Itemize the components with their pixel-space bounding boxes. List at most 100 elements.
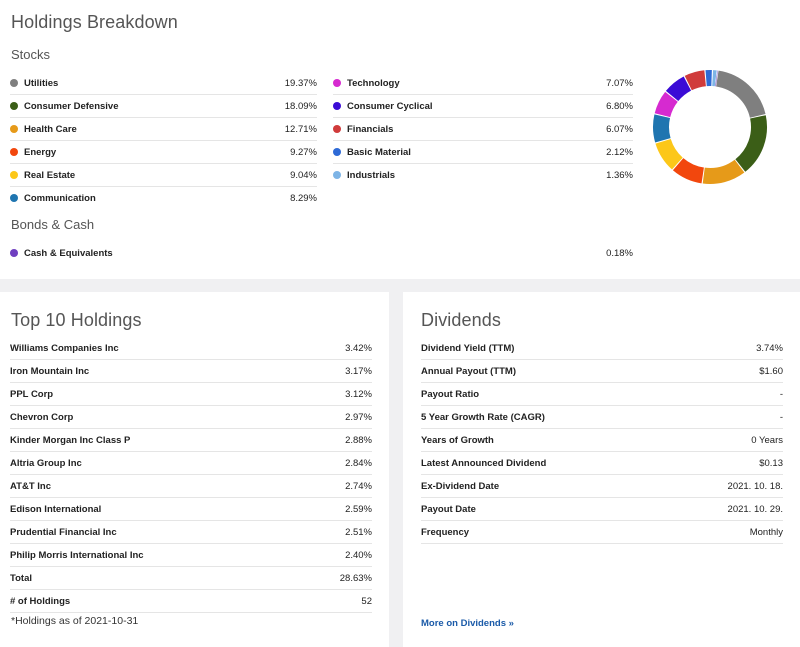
row-value: 3.42% <box>345 343 372 354</box>
more-on-dividends-link[interactable]: More on Dividends » <box>421 618 514 629</box>
top-10-holdings-panel: Top 10 Holdings Williams Companies Inc 3.… <box>0 292 389 647</box>
row-label: Altria Group Inc <box>10 458 82 469</box>
stocks-subtitle: Stocks <box>11 47 51 62</box>
row-label: Kinder Morgan Inc Class P <box>10 435 131 446</box>
donut-slice-real-estate[interactable] <box>655 138 683 170</box>
row-label: PPL Corp <box>10 389 54 400</box>
sector-label: Real Estate <box>24 170 76 181</box>
row-label: Prudential Financial Inc <box>10 527 117 538</box>
donut-slice-consumer-cyclical[interactable] <box>665 76 692 102</box>
sector-label: Technology <box>347 78 400 89</box>
row-label: Dividend Yield (TTM) <box>421 343 515 354</box>
sector-row-consumer-defensive: Consumer Defensive 18.09% <box>10 95 317 118</box>
table-row: Ex-Dividend Date 2021. 10. 18. <box>421 475 783 498</box>
donut-slice-technology[interactable] <box>654 91 678 118</box>
row-label: Payout Date <box>421 504 476 515</box>
table-row: AT&T Inc 2.74% <box>10 475 372 498</box>
sector-row-technology: Technology 7.07% <box>333 72 633 95</box>
sector-label: Industrials <box>347 170 396 181</box>
row-value: 0 Years <box>751 435 783 446</box>
row-label: Philip Morris International Inc <box>10 550 144 561</box>
table-row: Kinder Morgan Inc Class P 2.88% <box>10 429 372 452</box>
sector-row-industrials: Industrials 1.36% <box>333 164 633 187</box>
row-value: 2.97% <box>345 412 372 423</box>
sector-row-real-estate: Real Estate 9.04% <box>10 164 317 187</box>
table-row: Philip Morris International Inc 2.40% <box>10 544 372 567</box>
sector-value: 6.07% <box>606 124 633 135</box>
sector-color-dot <box>10 194 18 202</box>
row-label: Williams Companies Inc <box>10 343 119 354</box>
row-label: Iron Mountain Inc <box>10 366 90 377</box>
row-label: Annual Payout (TTM) <box>421 366 516 377</box>
table-row: Payout Date 2021. 10. 29. <box>421 498 783 521</box>
row-label: Latest Announced Dividend <box>421 458 547 469</box>
sector-color-dot <box>10 125 18 133</box>
donut-slice-financials[interactable] <box>684 70 707 91</box>
top-10-holdings-title: Top 10 Holdings <box>11 310 142 330</box>
sector-value: 1.36% <box>606 170 633 181</box>
donut-slice-health-care[interactable] <box>702 159 745 184</box>
sector-row-financials: Financials 6.07% <box>333 118 633 141</box>
holdings-breakdown-title: Holdings Breakdown <box>11 12 178 32</box>
donut-slice-communication[interactable] <box>653 114 671 143</box>
sector-value: 7.07% <box>606 78 633 89</box>
table-row: 5 Year Growth Rate (CAGR) - <box>421 406 783 429</box>
row-label: Payout Ratio <box>421 389 480 400</box>
row-value: - <box>779 412 783 423</box>
table-row: Payout Ratio - <box>421 383 783 406</box>
sector-label: Health Care <box>24 124 77 135</box>
row-label: Total <box>10 573 32 584</box>
donut-slice-consumer-defensive[interactable] <box>735 115 767 172</box>
donut-slice-utilities[interactable] <box>715 70 766 119</box>
sector-color-dot <box>10 171 18 179</box>
row-value: 3.12% <box>345 389 372 400</box>
donut-slice-energy[interactable] <box>672 157 705 184</box>
row-value: Monthly <box>749 527 783 538</box>
row-value: 2.88% <box>345 435 372 446</box>
row-value: 52 <box>361 596 372 607</box>
row-label: Ex-Dividend Date <box>421 481 500 492</box>
sector-color-dot <box>333 148 341 156</box>
sector-value: 8.29% <box>290 193 317 204</box>
table-row: Latest Announced Dividend $0.13 <box>421 452 783 475</box>
sector-color-dot <box>10 148 18 156</box>
table-row: # of Holdings 52 <box>10 590 372 613</box>
table-row: Altria Group Inc 2.84% <box>10 452 372 475</box>
sector-value: 0.18% <box>606 248 633 259</box>
dividends-title: Dividends <box>421 310 501 330</box>
row-label: Chevron Corp <box>10 412 74 423</box>
sector-color-dot <box>333 79 341 87</box>
sector-label: Energy <box>24 147 57 158</box>
sector-value: 12.71% <box>284 124 317 135</box>
sector-donut-chart <box>653 70 767 184</box>
table-row: Edison International 2.59% <box>10 498 372 521</box>
sector-label: Utilities <box>24 78 59 89</box>
row-label: Edison International <box>10 504 102 515</box>
row-value: 28.63% <box>339 573 372 584</box>
sector-color-dot <box>333 171 341 179</box>
sector-color-dot <box>333 102 341 110</box>
row-value: - <box>779 389 783 400</box>
row-label: # of Holdings <box>10 596 71 607</box>
table-row: Frequency Monthly <box>421 521 783 544</box>
table-row: Williams Companies Inc 3.42% <box>10 337 372 360</box>
sector-color-dot <box>333 125 341 133</box>
holdings-date-note: *Holdings as of 2021-10-31 <box>11 615 139 627</box>
table-row: Chevron Corp 2.97% <box>10 406 372 429</box>
sector-label: Consumer Cyclical <box>347 101 433 112</box>
table-row: Total 28.63% <box>10 567 372 590</box>
sector-color-dot <box>10 79 18 87</box>
row-value: 2021. 10. 18. <box>727 481 783 492</box>
table-row: PPL Corp 3.12% <box>10 383 372 406</box>
row-value: 2.59% <box>345 504 372 515</box>
row-value: 2.74% <box>345 481 372 492</box>
sector-label: Communication <box>24 193 96 204</box>
sector-label: Financials <box>347 124 394 135</box>
row-value: 3.74% <box>756 343 783 354</box>
row-value: $0.13 <box>759 458 783 469</box>
sector-row-cash-and-equivalents: Cash & Equivalents 0.18% <box>10 242 633 265</box>
sector-value: 18.09% <box>284 101 317 112</box>
sector-color-dot <box>10 102 18 110</box>
sector-row-communication: Communication 8.29% <box>10 187 317 210</box>
sector-value: 2.12% <box>606 147 633 158</box>
